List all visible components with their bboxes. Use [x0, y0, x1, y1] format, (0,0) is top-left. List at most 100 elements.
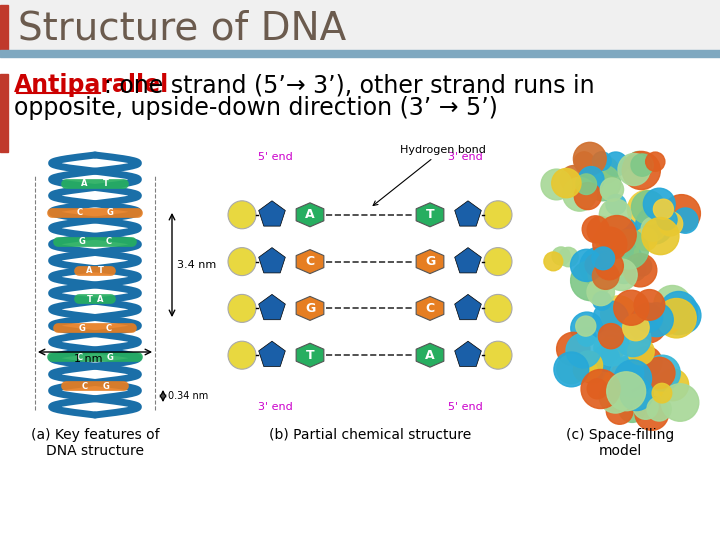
Bar [0, 50, 720, 57]
Circle shape [593, 345, 619, 372]
Circle shape [594, 330, 630, 366]
Polygon shape [258, 248, 285, 273]
Circle shape [599, 199, 631, 231]
Text: G: G [305, 302, 315, 315]
Text: Structure of DNA: Structure of DNA [18, 9, 346, 47]
Circle shape [598, 323, 624, 349]
Circle shape [642, 218, 679, 255]
Circle shape [614, 374, 647, 407]
Text: C: C [426, 302, 435, 315]
Circle shape [610, 358, 639, 387]
Text: C: C [305, 255, 315, 268]
Circle shape [654, 286, 691, 322]
Circle shape [635, 397, 669, 430]
Text: Antiparallel: Antiparallel [14, 73, 169, 97]
Circle shape [560, 166, 588, 193]
Circle shape [552, 247, 570, 265]
Circle shape [644, 355, 680, 391]
Circle shape [603, 235, 634, 266]
Circle shape [611, 356, 644, 390]
Circle shape [624, 254, 657, 287]
Circle shape [620, 246, 642, 267]
Circle shape [644, 357, 675, 389]
Circle shape [662, 194, 701, 232]
Circle shape [544, 252, 563, 271]
Text: A: A [97, 295, 104, 304]
Circle shape [646, 152, 665, 171]
Circle shape [627, 152, 649, 174]
Circle shape [585, 254, 608, 276]
Circle shape [652, 383, 672, 403]
Circle shape [580, 353, 609, 382]
Circle shape [484, 201, 512, 229]
Circle shape [657, 369, 688, 401]
Circle shape [628, 191, 666, 229]
Circle shape [541, 169, 572, 200]
Text: 0.34 nm: 0.34 nm [168, 391, 208, 401]
Circle shape [573, 358, 597, 382]
Circle shape [611, 359, 644, 393]
Circle shape [639, 303, 673, 336]
Bar [0, 58, 720, 152]
Circle shape [600, 178, 624, 201]
Circle shape [604, 152, 628, 176]
Polygon shape [296, 249, 324, 274]
Circle shape [578, 166, 604, 192]
Text: A: A [86, 266, 93, 275]
Circle shape [624, 259, 646, 281]
Circle shape [620, 377, 653, 410]
Circle shape [577, 327, 596, 346]
Circle shape [606, 194, 626, 214]
Circle shape [656, 310, 680, 334]
Circle shape [672, 208, 698, 233]
Circle shape [574, 152, 594, 172]
Polygon shape [455, 248, 481, 273]
Circle shape [571, 261, 611, 301]
Circle shape [603, 364, 642, 403]
Circle shape [613, 257, 631, 276]
Circle shape [633, 394, 658, 419]
Circle shape [665, 297, 701, 334]
Bar [0, 58, 720, 80]
Text: 1 nm: 1 nm [73, 354, 102, 364]
Text: 3' end: 3' end [448, 152, 482, 162]
Circle shape [593, 227, 627, 261]
Circle shape [647, 397, 671, 421]
Circle shape [593, 292, 611, 310]
Circle shape [593, 263, 619, 289]
Text: 5' end: 5' end [448, 402, 482, 412]
Circle shape [632, 256, 652, 276]
Polygon shape [296, 296, 324, 320]
Circle shape [614, 360, 652, 397]
Circle shape [618, 153, 650, 186]
Circle shape [592, 157, 618, 183]
Circle shape [552, 168, 581, 198]
Circle shape [593, 301, 629, 337]
Circle shape [628, 338, 654, 365]
Circle shape [576, 316, 596, 336]
Circle shape [626, 376, 649, 399]
Circle shape [600, 335, 625, 360]
Text: T: T [98, 266, 104, 275]
Text: T: T [86, 295, 92, 304]
Circle shape [646, 376, 673, 403]
Text: C: C [105, 324, 112, 333]
Circle shape [610, 255, 639, 284]
Circle shape [615, 321, 651, 356]
Text: C: C [105, 237, 112, 246]
Text: (b) Partial chemical structure: (b) Partial chemical structure [269, 428, 471, 442]
Text: G: G [107, 208, 114, 217]
Bar [0, 5, 8, 52]
Circle shape [587, 217, 615, 244]
Polygon shape [416, 296, 444, 320]
Circle shape [661, 301, 696, 335]
Polygon shape [296, 203, 324, 227]
Circle shape [613, 290, 649, 325]
Bar [0, 0, 720, 60]
Text: C: C [81, 382, 88, 390]
Polygon shape [455, 201, 481, 226]
Polygon shape [416, 249, 444, 274]
Circle shape [631, 347, 662, 378]
Text: A: A [81, 179, 88, 188]
Bar [0, 74, 8, 152]
